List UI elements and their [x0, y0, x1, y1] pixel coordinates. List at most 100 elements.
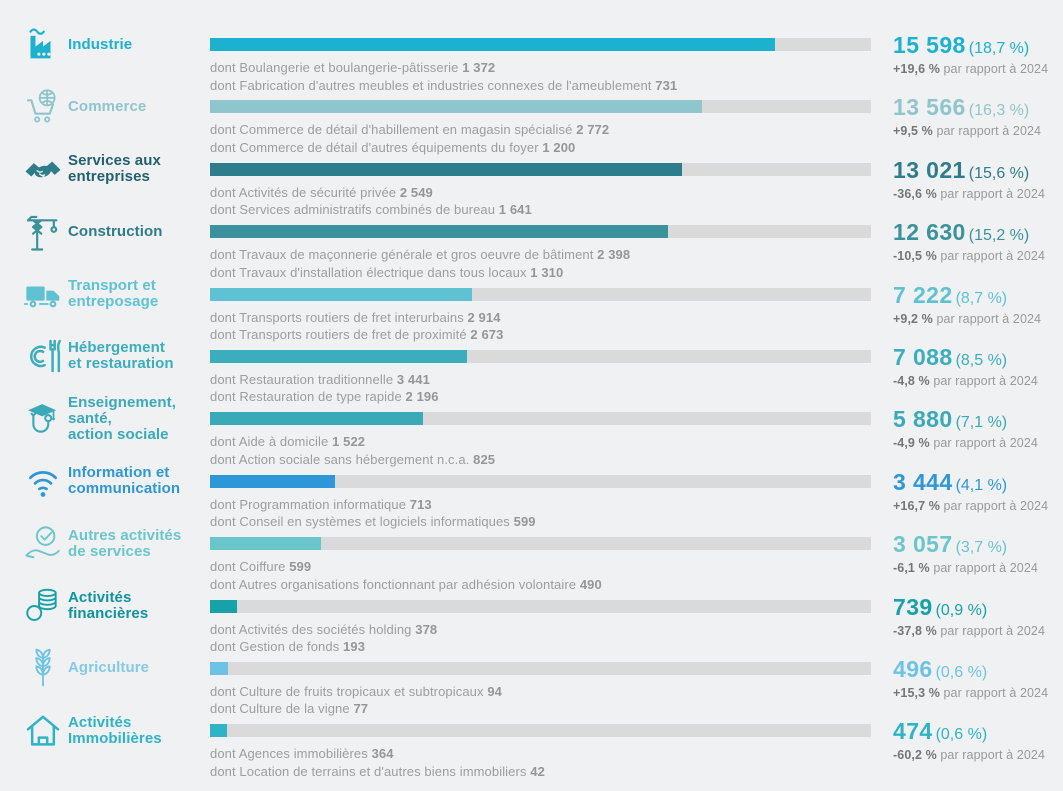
sector-share: (15,6 %)	[968, 164, 1030, 182]
detail-line-1: dont Activités de sécurité privée 2 549	[210, 184, 433, 200]
sector-row-7: Enseignement, santé, action sociale dont…	[18, 394, 1063, 467]
bar-fill	[210, 287, 472, 301]
bar-fill	[210, 661, 228, 675]
shopping-cart-globe-icon	[23, 87, 63, 127]
bar-fill	[210, 537, 321, 551]
change-value: +9,5 %	[893, 124, 933, 139]
coins-icon	[22, 585, 64, 627]
hand-check-icon	[22, 523, 64, 565]
detail-line-2: dont Culture de la vigne 77	[210, 701, 369, 717]
change-suffix: par rapport à 2024	[940, 748, 1046, 763]
bar-fill	[210, 162, 682, 176]
wheat-icon	[23, 646, 63, 690]
sector-row-3: Services aux entreprises dont Activités …	[18, 153, 1063, 217]
bar-fill	[210, 724, 228, 738]
bar-track	[210, 287, 871, 301]
bar-fill	[210, 349, 467, 363]
truck-icon	[22, 274, 64, 314]
change-suffix: par rapport à 2024	[943, 62, 1049, 76]
sector-icon-cell	[18, 649, 68, 687]
bar-track	[210, 225, 871, 239]
bar-fill	[210, 599, 237, 613]
bar-track	[210, 162, 871, 176]
sector-icon-cell	[18, 402, 68, 435]
sector-label: Autres activités de services	[68, 526, 182, 560]
change-value: +15,3 %	[893, 685, 940, 700]
sector-icon-cell	[18, 714, 68, 747]
wifi-icon	[22, 462, 64, 500]
sector-label: Activités financières	[68, 589, 149, 623]
sector-label: Transport et entreposage	[68, 277, 159, 311]
sector-label: Commerce	[68, 97, 147, 115]
bar-fill	[210, 225, 668, 239]
sector-value: 474	[893, 718, 933, 745]
sector-share: (0,6 %)	[935, 726, 988, 744]
detail-line-2: dont Restauration de type rapide 2 196	[210, 389, 439, 405]
sector-value: 496	[893, 655, 933, 682]
sector-row-9: Autres activités de services dont Coiffu…	[18, 526, 1063, 592]
sector-row-2: Commerce dont Commerce de détail d'habil…	[18, 87, 1063, 155]
detail-line-1: dont Transports routiers de fret interur…	[210, 309, 501, 325]
sector-share: (18,7 %)	[968, 40, 1030, 57]
bar-track	[210, 412, 871, 426]
sector-row-4: Construction dont Travaux de maçonnerie …	[18, 215, 1063, 280]
sector-value: 739	[893, 593, 933, 620]
detail-line-2: dont Location de terrains et d'autres bi…	[210, 763, 545, 779]
bar-fill	[210, 100, 702, 114]
handshake-icon	[22, 149, 64, 189]
bar-fill	[210, 474, 335, 488]
change-suffix: par rapport à 2024	[940, 623, 1046, 638]
sector-value: 3 057	[893, 531, 953, 558]
change-suffix: par rapport à 2024	[936, 124, 1042, 139]
change-value: -36,6 %	[893, 186, 937, 201]
bar-track	[210, 724, 871, 738]
sector-share: (15,2 %)	[968, 227, 1030, 245]
sector-value: 7 088	[893, 343, 953, 370]
sector-label: Hébergement et restauration	[68, 339, 174, 373]
restaurant-icon	[23, 336, 63, 376]
sector-value: 3 444	[893, 468, 953, 495]
detail-line-2: dont Autres organisations fonctionnant p…	[210, 576, 602, 592]
detail-line-1: dont Activités des sociétés holding 378	[210, 621, 438, 637]
factory-icon	[23, 25, 63, 65]
sector-icon-cell	[18, 588, 68, 623]
sector-row-10: Activités financières dont Activités des…	[18, 588, 1063, 654]
change-suffix: par rapport à 2024	[943, 498, 1049, 513]
change-suffix: par rapport à 2024	[940, 249, 1046, 264]
sector-share: (16,3 %)	[968, 102, 1030, 120]
sector-row-12: Activités Immobilières dont Agences immo…	[18, 713, 1063, 779]
change-value: -6,1 %	[893, 561, 930, 576]
sector-value: 13 566	[893, 94, 966, 121]
sector-value: 13 021	[893, 156, 966, 183]
sector-share: (0,9 %)	[935, 601, 988, 619]
sector-value: 15 598	[893, 32, 966, 58]
change-value: -10,5 %	[893, 249, 937, 264]
crane-icon	[23, 210, 63, 254]
detail-line-1: dont Coiffure 599	[210, 559, 312, 575]
change-value: -60,2 %	[893, 748, 937, 763]
detail-line-1: dont Programmation informatique 713	[210, 496, 432, 512]
bar-fill	[210, 412, 424, 426]
sector-icon-cell	[18, 465, 68, 498]
change-suffix: par rapport à 2024	[936, 311, 1042, 326]
bar-fill	[210, 38, 776, 51]
change-suffix: par rapport à 2024	[933, 561, 1038, 576]
bar-track	[210, 537, 871, 551]
sector-share: (4,1 %)	[955, 476, 1008, 494]
sector-row-6: Hébergement et restauration dont Restaur…	[18, 339, 1063, 404]
sector-icon-cell	[18, 526, 68, 560]
change-suffix: par rapport à 2024	[933, 373, 1038, 388]
detail-line-2: dont Fabrication d'autres meubles et ind…	[210, 77, 678, 93]
bar-track	[210, 599, 871, 613]
sector-label: Activités Immobilières	[68, 713, 162, 747]
sector-share: (3,7 %)	[955, 539, 1008, 557]
detail-line-2: dont Conseil en systèmes et logiciels in…	[210, 514, 536, 530]
sector-share: (7,1 %)	[955, 414, 1008, 432]
detail-line-1: dont Agences immobilières 364	[210, 746, 394, 762]
sector-icon-cell	[18, 153, 68, 186]
sector-share: (8,5 %)	[955, 351, 1008, 369]
change-value: -4,8 %	[893, 373, 930, 388]
change-value: -4,9 %	[893, 436, 930, 451]
